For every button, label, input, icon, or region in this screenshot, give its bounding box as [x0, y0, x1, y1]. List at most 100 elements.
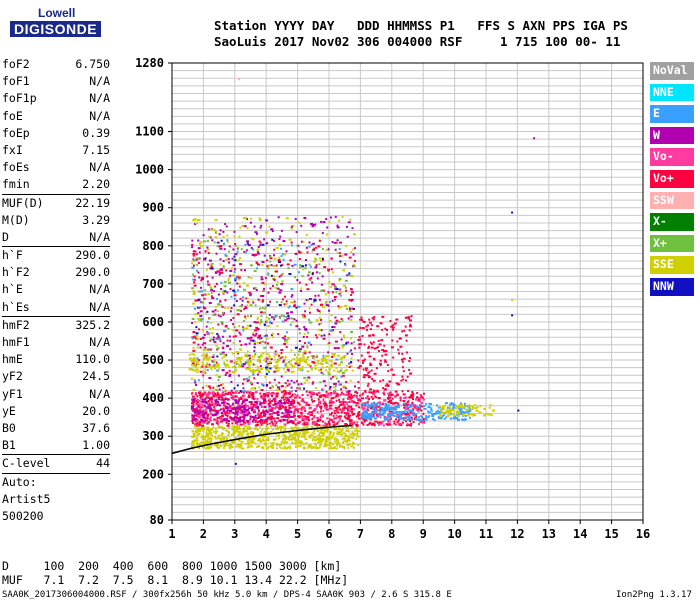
- echo-point: [251, 355, 254, 358]
- echo-point: [315, 319, 319, 322]
- echo-point: [316, 362, 320, 365]
- echo-point: [233, 268, 236, 271]
- echo-point: [260, 423, 263, 426]
- echo-point: [368, 318, 371, 321]
- echo-point: [227, 406, 230, 409]
- echo-point: [279, 317, 282, 320]
- echo-point: [243, 405, 246, 408]
- echo-point: [311, 425, 314, 428]
- param-value: N/A: [89, 299, 110, 314]
- echo-point: [268, 405, 272, 408]
- echo-point: [414, 398, 417, 401]
- echo-point: [258, 409, 261, 412]
- echo-point: [384, 360, 388, 363]
- echo-point: [226, 339, 229, 342]
- echo-point: [353, 233, 357, 236]
- echo-point: [395, 318, 399, 321]
- echo-point: [203, 412, 206, 415]
- echo-point: [351, 307, 354, 310]
- echo-point: [210, 265, 213, 268]
- echo-point: [233, 294, 237, 297]
- echo-point: [315, 355, 318, 358]
- echo-point: [229, 405, 232, 408]
- echo-point: [191, 273, 194, 276]
- echo-point: [317, 424, 321, 427]
- echo-point: [281, 272, 284, 275]
- echo-point: [264, 395, 267, 398]
- echo-point: [368, 397, 371, 400]
- echo-point: [253, 334, 257, 337]
- echo-point: [308, 307, 311, 310]
- echo-point: [427, 410, 430, 413]
- echo-point: [422, 417, 426, 420]
- echo-point: [218, 409, 221, 412]
- echo-point: [295, 306, 298, 309]
- echo-point: [261, 243, 265, 246]
- echo-point: [301, 369, 304, 372]
- echo-point: [326, 355, 330, 358]
- echo-point: [218, 398, 221, 401]
- echo-point: [392, 373, 396, 376]
- echo-point: [204, 435, 207, 438]
- echo-point: [321, 360, 325, 363]
- echo-point: [198, 411, 201, 414]
- echo-point: [311, 225, 315, 228]
- echo-point: [342, 356, 346, 359]
- echo-point: [193, 335, 196, 338]
- echo-point: [196, 433, 199, 436]
- echo-point: [333, 409, 336, 412]
- echo-point: [332, 386, 336, 389]
- echo-point: [384, 327, 387, 330]
- echo-point: [279, 429, 282, 432]
- echo-point: [293, 318, 296, 321]
- echo-point: [202, 234, 205, 237]
- echo-point: [364, 389, 367, 392]
- echo-point: [342, 407, 345, 410]
- echo-point: [474, 407, 478, 410]
- echo-point: [246, 414, 249, 417]
- echo-point: [401, 366, 404, 369]
- echo-point: [191, 353, 194, 356]
- param-label: hmF1: [2, 335, 30, 349]
- echo-point: [353, 247, 356, 250]
- echo-point: [200, 286, 203, 289]
- echo-point: [199, 396, 202, 399]
- echo-point: [228, 447, 231, 450]
- echo-point: [196, 263, 199, 266]
- echo-point: [262, 311, 266, 314]
- echo-point: [300, 287, 303, 290]
- echo-point: [488, 413, 491, 416]
- param-value: 44: [96, 456, 110, 471]
- echo-point: [330, 408, 333, 411]
- echo-point: [296, 361, 299, 364]
- echo-point: [282, 433, 285, 436]
- echo-point: [348, 418, 352, 421]
- echo-point: [197, 343, 200, 346]
- echo-point: [217, 375, 221, 378]
- echo-point: [260, 396, 263, 399]
- echo-point: [224, 355, 227, 358]
- echo-point: [205, 431, 208, 434]
- echo-point: [346, 444, 350, 447]
- echo-point: [272, 438, 276, 441]
- echo-point: [350, 393, 353, 396]
- echo-point: [296, 359, 300, 362]
- echo-point: [258, 370, 261, 373]
- echo-point: [222, 401, 226, 404]
- echo-point: [325, 218, 328, 221]
- echo-point: [253, 377, 256, 380]
- echo-point: [402, 410, 406, 413]
- echo-point: [326, 396, 329, 399]
- echo-point: [246, 300, 249, 303]
- echo-point: [375, 396, 378, 399]
- echo-point: [231, 352, 235, 355]
- param-label: M(D): [2, 212, 30, 227]
- echo-point: [229, 360, 233, 363]
- echo-point: [197, 317, 201, 320]
- echo-point: [234, 365, 237, 368]
- echo-point: [216, 416, 220, 419]
- echo-point: [253, 416, 256, 419]
- echo-point: [374, 405, 377, 408]
- echo-point: [298, 281, 301, 284]
